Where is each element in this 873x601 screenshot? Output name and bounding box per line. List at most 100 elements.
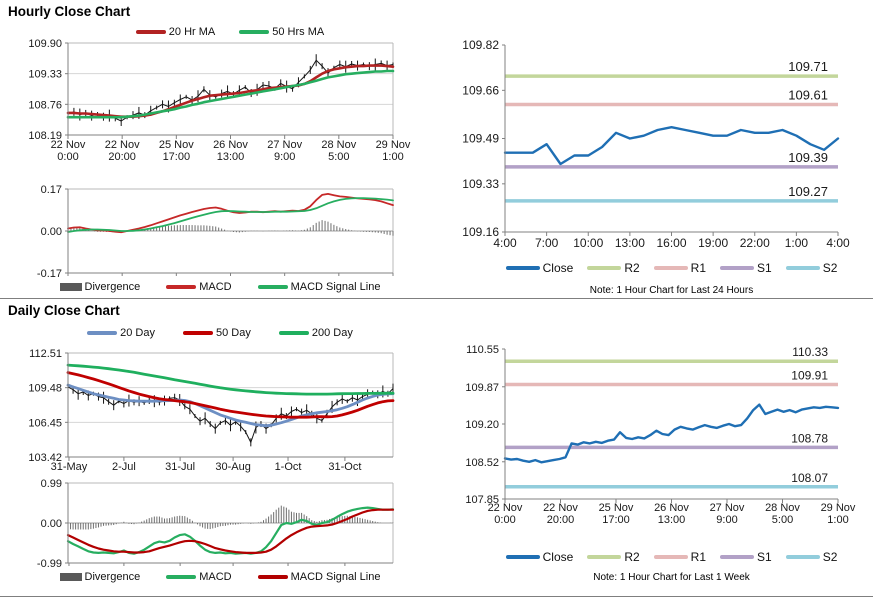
x-tick-label: 22 Nov (488, 502, 523, 514)
x-tick-label: 28 Nov (321, 139, 356, 151)
r1-swatch (653, 266, 688, 270)
20hr-ma-swatch (135, 30, 166, 34)
macd-signal-swatch (257, 285, 288, 289)
pivot-value-label: 108.78 (791, 431, 828, 445)
hourly-macd-chart: 0.17 0.00 -0.17 (37, 184, 394, 280)
y-tick-label: 109.90 (28, 38, 62, 50)
legend-label: S2 (822, 550, 838, 564)
x-tick-label: 29 Nov (376, 139, 411, 151)
x-tick-label: 26 Nov (654, 502, 689, 514)
y-tick-label: 0.00 (41, 518, 62, 530)
x-tick-label: 9:00 (274, 151, 295, 163)
legend-label: MACD (199, 571, 232, 583)
r2-swatch (587, 266, 622, 270)
legend-item-macd: MACD (166, 571, 232, 583)
x-tick-label: 31-May (51, 461, 88, 473)
y-tick-label: 0.99 (41, 478, 62, 490)
legend-label: 50 Hrs MA (272, 26, 325, 38)
x-tick-label: 1:00 (785, 236, 809, 250)
legend-label: R2 (624, 261, 640, 275)
hourly-pivot-legend: Close R2 R1 S1 S2 (505, 261, 838, 275)
legend-label: S2 (822, 261, 838, 275)
legend-label: Divergence (84, 281, 141, 293)
x-tick-label: 25 Nov (599, 502, 634, 514)
legend-label: R1 (690, 261, 706, 275)
hourly-section-title: Hourly Close Chart (8, 4, 131, 19)
y-tick-label: 109.33 (462, 177, 499, 191)
x-tick-label: 30-Aug (215, 461, 250, 473)
x-tick-label: 22:00 (740, 236, 770, 250)
50day-swatch (183, 331, 213, 335)
x-tick-label: 28 Nov (765, 502, 800, 514)
x-tick-label: 7:00 (535, 236, 559, 250)
section-separator-bottom (0, 596, 873, 597)
daily-pivot-note: Note: 1 Hour Chart for Last 1 Week (593, 572, 750, 583)
50hr-ma-swatch (239, 30, 270, 34)
200day-swatch (278, 331, 309, 335)
r2-swatch (587, 555, 622, 559)
x-tick-label: 22 Nov (51, 139, 86, 151)
legend-item-s2: S2 (785, 261, 838, 275)
daily-pivot-legend: Close R2 R1 S1 S2 (505, 550, 838, 564)
x-tick-label: 13:00 (217, 151, 245, 163)
macd-swatch (166, 285, 197, 289)
x-tick-label: 22 Nov (105, 139, 140, 151)
y-tick-label: 110.55 (466, 344, 499, 356)
close-swatch (505, 266, 540, 270)
y-tick-label: 109.20 (465, 419, 499, 431)
legend-item-r2: R2 (587, 261, 640, 275)
x-tick-label: 1:00 (827, 514, 848, 526)
y-tick-label: 109.87 (465, 382, 499, 394)
x-tick-label: 4:00 (826, 236, 850, 250)
pivot-value-label: 109.71 (788, 59, 828, 74)
s2-swatch (785, 266, 820, 270)
y-tick-label: -0.99 (37, 558, 62, 570)
pivot-value-label: 109.91 (791, 369, 828, 383)
x-tick-label: 22 Nov (543, 502, 578, 514)
legend-label: Close (542, 550, 574, 564)
x-tick-label: 1-Oct (275, 461, 302, 473)
s2-swatch (785, 555, 820, 559)
x-tick-label: 17:00 (602, 514, 630, 526)
legend-label: R1 (690, 550, 706, 564)
legend-label: 20 Day (120, 327, 155, 339)
legend-item-50hr-ma: 50 Hrs MA (239, 26, 324, 38)
x-tick-label: 13:00 (615, 236, 645, 250)
x-tick-label: 29 Nov (821, 502, 856, 514)
y-tick-label: 108.52 (465, 457, 499, 469)
x-tick-label: 20:00 (108, 151, 136, 163)
macd-swatch (166, 575, 197, 579)
y-tick-label: 106.45 (28, 417, 62, 429)
legend-item-macd-signal: MACD Signal Line (257, 281, 380, 293)
legend-item-20hr-ma: 20 Hr MA (135, 26, 216, 38)
pivot-value-label: 109.61 (788, 88, 828, 103)
divergence-swatch (59, 283, 82, 291)
legend-label: 200 Day (311, 327, 353, 339)
legend-label: MACD Signal Line (290, 571, 381, 583)
legend-item-macd: MACD (166, 281, 232, 293)
daily-price-legend: 20 Day 50 Day 200 Day (30, 327, 410, 339)
pivot-value-label: 109.27 (788, 184, 828, 199)
x-tick-label: 20:00 (547, 514, 575, 526)
y-tick-label: 108.76 (28, 99, 62, 111)
legend-item-close: Close (505, 261, 573, 275)
y-tick-label: 109.66 (462, 83, 499, 97)
legend-label: 50 Day (216, 327, 251, 339)
y-tick-label: 112.51 (29, 348, 62, 360)
20day-swatch (87, 331, 118, 335)
x-tick-label: 2-Jul (112, 461, 136, 473)
legend-item-divergence: Divergence (59, 571, 140, 583)
s1-swatch (720, 555, 754, 559)
y-tick-label: -0.17 (37, 268, 62, 280)
y-tick-label: 109.82 (462, 38, 499, 52)
legend-item-20day: 20 Day (87, 327, 155, 339)
r1-swatch (653, 555, 688, 559)
legend-label: 20 Hr MA (168, 26, 216, 38)
x-tick-label: 10:00 (573, 236, 603, 250)
x-tick-label: 9:00 (716, 514, 737, 526)
